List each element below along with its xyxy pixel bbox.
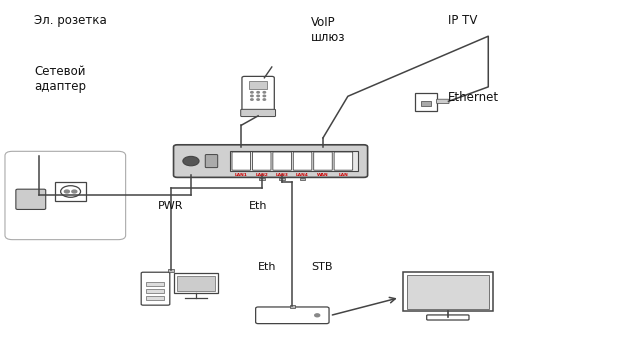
Bar <box>230 151 358 171</box>
Bar <box>402 272 493 311</box>
Text: Eth: Eth <box>249 201 267 211</box>
Bar <box>421 101 431 106</box>
Text: VoIP
шлюз: VoIP шлюз <box>311 16 345 44</box>
Text: LAN4: LAN4 <box>296 173 309 177</box>
Circle shape <box>257 92 259 93</box>
Circle shape <box>251 99 253 100</box>
Bar <box>146 289 164 293</box>
FancyBboxPatch shape <box>427 315 469 320</box>
Text: Сетевой
адаптер: Сетевой адаптер <box>34 65 86 93</box>
FancyBboxPatch shape <box>437 99 449 104</box>
Circle shape <box>72 190 77 193</box>
Text: STB: STB <box>311 261 333 272</box>
Circle shape <box>257 95 259 97</box>
FancyBboxPatch shape <box>273 152 291 170</box>
Bar <box>168 269 174 272</box>
FancyBboxPatch shape <box>205 155 218 168</box>
Circle shape <box>60 186 80 197</box>
FancyBboxPatch shape <box>313 152 332 170</box>
Circle shape <box>65 190 69 193</box>
Bar <box>300 177 305 180</box>
Text: Ethernet: Ethernet <box>448 91 499 104</box>
FancyBboxPatch shape <box>174 145 368 177</box>
Bar <box>415 93 437 111</box>
FancyBboxPatch shape <box>232 152 251 170</box>
Text: WAN: WAN <box>317 173 329 177</box>
Circle shape <box>315 314 320 317</box>
Circle shape <box>183 156 199 166</box>
Circle shape <box>263 95 266 97</box>
FancyBboxPatch shape <box>141 272 170 305</box>
Bar <box>279 177 285 180</box>
FancyBboxPatch shape <box>242 76 274 112</box>
Bar <box>146 296 164 300</box>
Circle shape <box>251 95 253 97</box>
FancyBboxPatch shape <box>16 189 46 210</box>
Circle shape <box>263 92 266 93</box>
Text: LAN1: LAN1 <box>235 173 248 177</box>
FancyBboxPatch shape <box>293 152 312 170</box>
Text: Eth: Eth <box>258 261 277 272</box>
FancyBboxPatch shape <box>241 109 276 117</box>
Bar <box>407 275 488 309</box>
FancyBboxPatch shape <box>256 307 329 324</box>
Text: LAN3: LAN3 <box>276 173 289 177</box>
Bar <box>249 81 267 89</box>
Text: IP TV: IP TV <box>448 14 477 28</box>
FancyBboxPatch shape <box>334 152 353 170</box>
Bar <box>177 276 215 291</box>
FancyBboxPatch shape <box>5 151 126 240</box>
Bar <box>146 282 164 286</box>
Bar <box>289 305 295 308</box>
Bar <box>174 273 218 293</box>
FancyBboxPatch shape <box>253 152 271 170</box>
Circle shape <box>263 99 266 100</box>
Circle shape <box>257 99 259 100</box>
Text: Эл. розетка: Эл. розетка <box>34 14 107 28</box>
Bar <box>259 177 264 180</box>
Text: LAN: LAN <box>338 173 348 177</box>
Bar <box>55 182 86 201</box>
Circle shape <box>251 92 253 93</box>
Text: LAN2: LAN2 <box>256 173 268 177</box>
Text: PWR: PWR <box>159 201 183 211</box>
